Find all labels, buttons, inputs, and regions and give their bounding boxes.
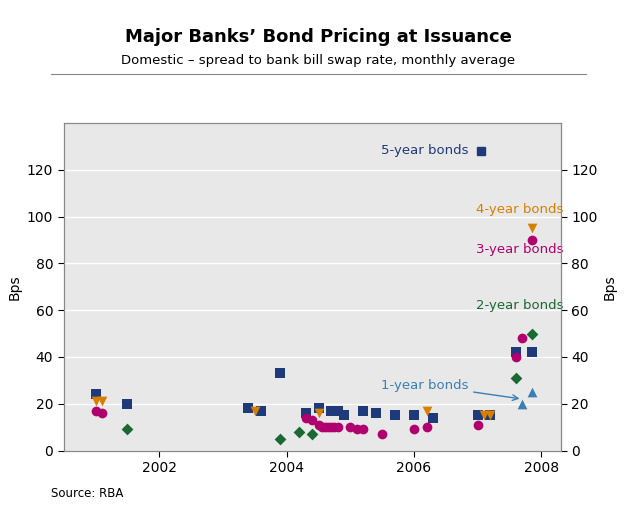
Point <box>122 425 132 434</box>
Point <box>358 425 368 434</box>
Point <box>485 411 496 419</box>
Point <box>90 407 101 415</box>
Point <box>313 409 324 417</box>
Text: 5-year bonds: 5-year bonds <box>381 144 468 158</box>
Point <box>422 423 432 431</box>
Point <box>320 423 330 431</box>
Point <box>313 421 324 429</box>
Point <box>527 224 537 232</box>
Text: 3-year bonds: 3-year bonds <box>476 243 564 256</box>
Point <box>371 409 381 417</box>
Point <box>301 409 311 417</box>
Point <box>511 348 521 356</box>
Text: Source: RBA: Source: RBA <box>51 486 124 500</box>
Point <box>422 407 432 415</box>
Point <box>333 423 343 431</box>
Point <box>517 400 527 408</box>
Point <box>511 353 521 361</box>
Text: 2-year bonds: 2-year bonds <box>476 299 564 312</box>
Point <box>275 435 285 443</box>
Point <box>90 390 101 398</box>
Point <box>485 411 496 419</box>
Point <box>307 430 317 438</box>
Point <box>326 423 336 431</box>
Point <box>352 425 362 434</box>
Point <box>358 407 368 415</box>
Point <box>294 428 304 436</box>
Point <box>250 407 260 415</box>
Text: Major Banks’ Bond Pricing at Issuance: Major Banks’ Bond Pricing at Issuance <box>125 28 512 46</box>
Point <box>243 404 254 413</box>
Point <box>479 411 489 419</box>
Point <box>473 421 483 429</box>
Point <box>527 236 537 244</box>
Text: Domestic – spread to bank bill swap rate, monthly average: Domestic – spread to bank bill swap rate… <box>122 54 515 67</box>
Point <box>517 334 527 343</box>
Y-axis label: Bps: Bps <box>8 274 22 300</box>
Y-axis label: Bps: Bps <box>603 274 617 300</box>
Point <box>301 414 311 422</box>
Point <box>317 423 327 431</box>
Point <box>256 407 266 415</box>
Text: 1-year bonds: 1-year bonds <box>381 378 518 400</box>
Point <box>428 414 438 422</box>
Point <box>511 374 521 382</box>
Point <box>345 423 355 431</box>
Point <box>313 404 324 413</box>
Point <box>333 407 343 415</box>
Point <box>527 329 537 337</box>
Point <box>409 411 419 419</box>
Point <box>97 409 107 417</box>
Point <box>323 423 333 431</box>
Point <box>275 369 285 377</box>
Point <box>473 411 483 419</box>
Text: 4-year bonds: 4-year bonds <box>476 203 564 216</box>
Point <box>409 425 419 434</box>
Point <box>377 430 387 438</box>
Point <box>390 411 400 419</box>
Point <box>97 397 107 406</box>
Point <box>527 348 537 356</box>
Point <box>329 423 340 431</box>
Point <box>90 397 101 406</box>
Point <box>122 400 132 408</box>
Point <box>527 388 537 396</box>
Point <box>326 407 336 415</box>
Point <box>307 416 317 424</box>
Point <box>339 411 349 419</box>
